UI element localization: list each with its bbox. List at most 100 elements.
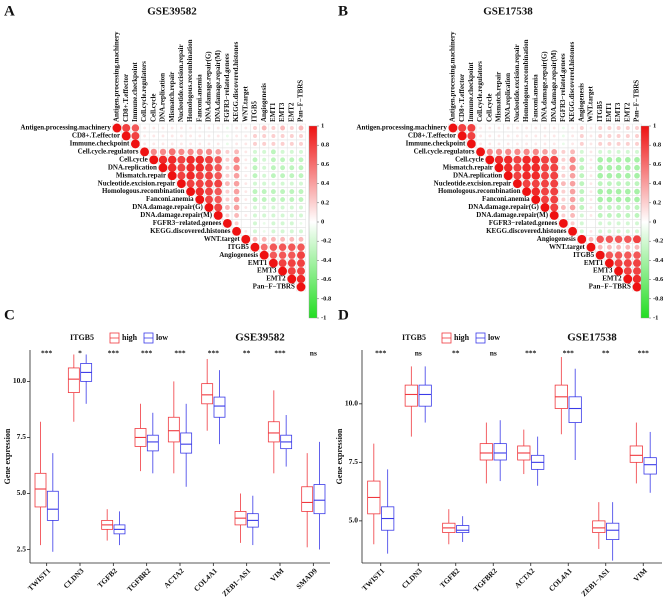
row-label: DNA.replication bbox=[108, 163, 157, 171]
corr-circle bbox=[205, 171, 213, 180]
corr-circle bbox=[244, 214, 248, 217]
colorbar-tick-label: -0.4 bbox=[321, 257, 332, 264]
corr-circle bbox=[299, 181, 303, 186]
corr-circle bbox=[270, 149, 276, 155]
x-tick-label: COL4A1 bbox=[192, 566, 219, 593]
corr-circle bbox=[289, 133, 294, 138]
corr-circle bbox=[552, 134, 556, 138]
corr-circle bbox=[271, 141, 276, 146]
significance-label: *** bbox=[638, 349, 650, 358]
corr-circle bbox=[158, 163, 168, 173]
x-tick-label: ACTA2 bbox=[513, 566, 537, 590]
panel-letter: D bbox=[338, 307, 349, 323]
corr-circle bbox=[569, 164, 576, 171]
column-label: KEGG.discovered.histones bbox=[568, 41, 576, 122]
corr-circle bbox=[531, 187, 541, 196]
column-label: Fanconi.anemia bbox=[195, 74, 203, 122]
corr-circle bbox=[558, 218, 568, 228]
corr-circle bbox=[205, 155, 213, 164]
column-label: FGFR3−related.genees bbox=[559, 53, 567, 122]
corr-circle bbox=[189, 126, 193, 130]
column-label: DNA.damage.repair(G) bbox=[541, 51, 549, 122]
corr-circle bbox=[262, 205, 267, 210]
corr-circle bbox=[244, 229, 248, 233]
corr-circle bbox=[289, 181, 294, 186]
corr-circle bbox=[289, 149, 294, 154]
corr-circle bbox=[616, 149, 621, 154]
corr-circle bbox=[271, 181, 276, 186]
corr-circle bbox=[597, 181, 603, 187]
corr-circle bbox=[561, 165, 566, 170]
corr-circle bbox=[614, 235, 623, 244]
corr-circle bbox=[121, 131, 131, 141]
corr-circle bbox=[525, 126, 529, 130]
significance-label: ** bbox=[452, 349, 460, 358]
corr-circle bbox=[253, 126, 257, 130]
corr-circle bbox=[225, 189, 230, 194]
row-label: DNA.damage.repair(G) bbox=[132, 203, 203, 211]
corr-circle bbox=[253, 205, 257, 210]
corr-circle bbox=[503, 171, 513, 181]
corr-circle bbox=[506, 126, 510, 130]
corr-circle bbox=[262, 133, 267, 138]
corr-circle bbox=[233, 196, 240, 203]
corr-circle bbox=[296, 274, 306, 284]
corr-circle bbox=[623, 259, 632, 268]
corr-circle bbox=[607, 126, 612, 130]
box bbox=[146, 434, 159, 452]
box bbox=[313, 484, 326, 515]
column-label: Antigen.processing.machinery bbox=[449, 31, 457, 122]
corr-circle bbox=[280, 205, 285, 210]
corr-circle bbox=[615, 172, 622, 179]
corr-circle bbox=[616, 244, 622, 250]
corr-circle bbox=[494, 163, 504, 173]
corr-circle bbox=[195, 163, 205, 172]
corr-circle bbox=[299, 133, 303, 138]
corr-circle bbox=[635, 229, 639, 234]
corr-circle bbox=[569, 196, 576, 203]
corr-circle bbox=[140, 147, 150, 157]
corr-circle bbox=[513, 163, 522, 172]
column-label: ITGB5 bbox=[251, 101, 259, 123]
colorbar-tick-label: 0.8 bbox=[653, 142, 662, 149]
significance-label: *** bbox=[525, 349, 537, 358]
row-label: CD8+.T.effector bbox=[72, 132, 120, 140]
corr-circle bbox=[112, 123, 122, 133]
corr-circle bbox=[299, 149, 303, 154]
corr-circle bbox=[278, 259, 287, 268]
corr-circle bbox=[543, 126, 547, 130]
corr-circle bbox=[634, 205, 640, 210]
column-label: WNT.target bbox=[587, 86, 595, 122]
box bbox=[404, 384, 418, 407]
legend-label: high bbox=[122, 333, 138, 342]
corr-circle bbox=[235, 142, 239, 146]
y-tick-label: 7.5 bbox=[349, 457, 359, 466]
corr-circle bbox=[224, 181, 230, 187]
row-label: Homologous.recombination bbox=[102, 187, 185, 195]
column-label: DNA.damage.repair(M) bbox=[550, 50, 558, 122]
colorbar-tick-label: -1 bbox=[321, 314, 326, 321]
corr-circle bbox=[143, 142, 147, 146]
corr-circle bbox=[589, 174, 593, 178]
corr-circle bbox=[177, 155, 186, 164]
corr-circle bbox=[253, 133, 257, 138]
corr-circle bbox=[244, 126, 248, 130]
corr-circle bbox=[589, 229, 593, 233]
column-label: Cell.cycle bbox=[485, 93, 493, 122]
corr-circle bbox=[225, 142, 229, 146]
box bbox=[643, 457, 657, 475]
corr-circle bbox=[298, 165, 304, 171]
y-tick-label: 2.5 bbox=[17, 544, 27, 553]
corr-circle bbox=[550, 195, 559, 204]
corr-circle bbox=[280, 197, 286, 202]
column-label: Fanconi.anemia bbox=[531, 74, 539, 122]
corr-circle bbox=[625, 149, 630, 154]
corr-circle bbox=[579, 126, 584, 130]
colorbar-tick-label: 0.2 bbox=[653, 199, 661, 206]
x-tick-label: TGFB2 bbox=[96, 566, 120, 590]
corr-circle bbox=[195, 187, 205, 196]
corr-circle bbox=[131, 124, 140, 132]
corr-circle bbox=[214, 164, 222, 172]
corr-circle bbox=[186, 171, 195, 180]
corr-circle bbox=[531, 171, 541, 180]
